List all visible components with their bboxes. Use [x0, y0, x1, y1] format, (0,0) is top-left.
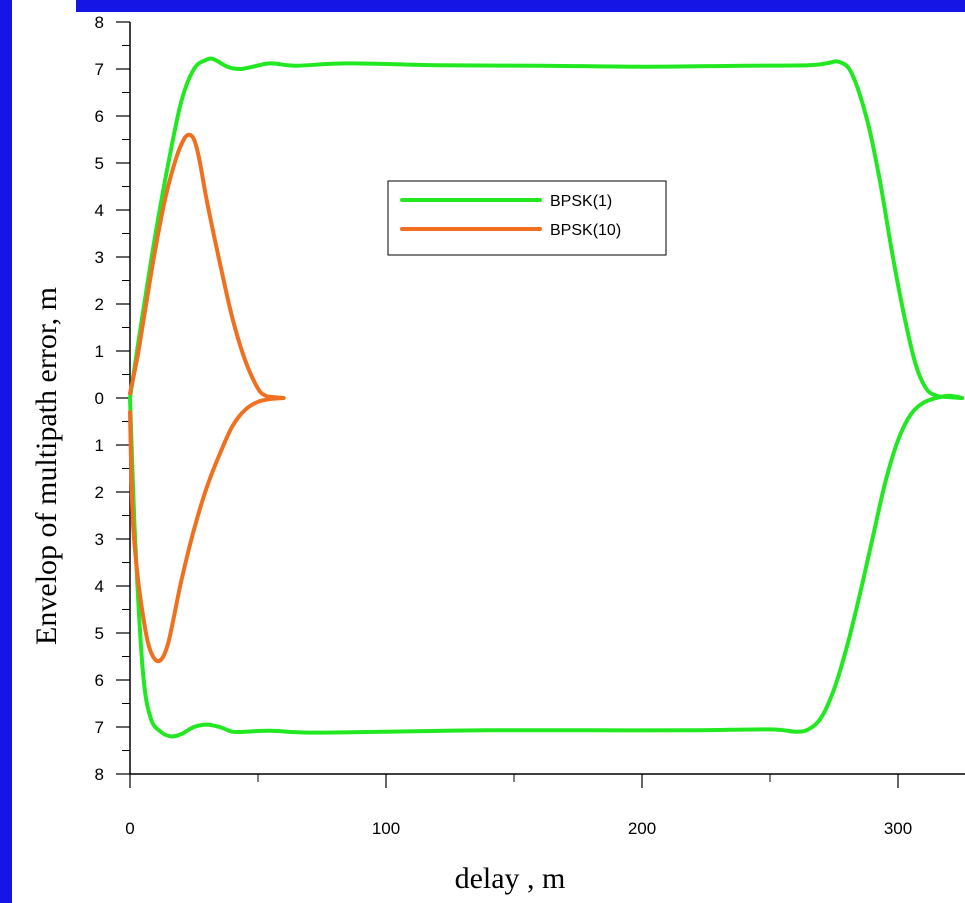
legend: BPSK(1) BPSK(10)	[387, 180, 667, 256]
axes	[129, 22, 965, 775]
y-tick-label: 0	[95, 389, 104, 408]
y-tick-label: 4	[95, 577, 104, 596]
x-tick-label: 200	[628, 819, 656, 838]
series-layer	[128, 56, 964, 739]
y-tick-label: 6	[95, 671, 104, 690]
x-ticks: 0 100 200 300	[125, 774, 912, 838]
y-tick-label: 6	[95, 107, 104, 126]
x-tick-label: 0	[125, 819, 134, 838]
y-tick-label: 2	[95, 483, 104, 502]
x-tick-label: 300	[884, 819, 912, 838]
frame-top-notch	[12, 0, 76, 12]
y-tick-label: 3	[95, 530, 104, 549]
x-axis-title: delay , m	[455, 862, 566, 895]
y-tick-label: 1	[95, 342, 104, 361]
series-line-bpsk1-upper	[128, 56, 964, 400]
y-tick-label: 4	[95, 201, 104, 220]
y-tick-label: 8	[95, 13, 104, 32]
y-tick-label: 8	[95, 765, 104, 784]
legend-label-bpsk10: BPSK(10)	[550, 222, 621, 239]
y-tick-label: 5	[95, 154, 104, 173]
y-ticks: 8 7 6 5 4 3 2 1 0 1 2 3 4 5 6 7 8	[95, 13, 130, 784]
legend-box	[387, 180, 667, 256]
y-tick-label: 1	[95, 436, 104, 455]
y-tick-label: 3	[95, 248, 104, 267]
y-tick-label: 2	[95, 295, 104, 314]
x-tick-label: 100	[372, 819, 400, 838]
series-line-bpsk1-lower	[128, 393, 964, 739]
y-axis-title: Envelop of multipath error, m	[30, 287, 63, 645]
blue-frame-top	[0, 0, 965, 12]
y-tick-label: 7	[95, 60, 104, 79]
legend-label-bpsk1: BPSK(1)	[550, 193, 612, 210]
y-tick-label: 5	[95, 624, 104, 643]
blue-frame-left	[0, 0, 12, 903]
y-tick-label: 7	[95, 718, 104, 737]
series-line-bpsk10-lower	[128, 396, 286, 664]
series-line-bpsk10-upper	[128, 132, 286, 400]
